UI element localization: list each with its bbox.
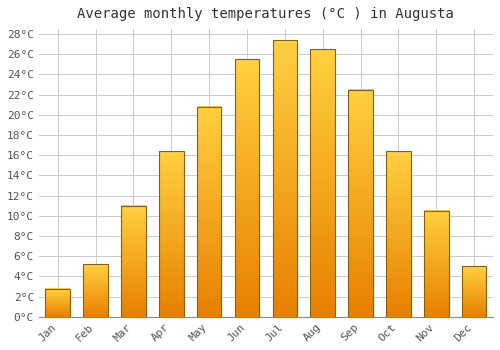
Bar <box>272 40 297 317</box>
Title: Average monthly temperatures (°C ) in Augusta: Average monthly temperatures (°C ) in Au… <box>78 7 454 21</box>
Bar <box>121 206 146 317</box>
Bar <box>159 151 184 317</box>
Bar <box>386 151 410 317</box>
Bar <box>462 266 486 317</box>
Bar <box>46 288 70 317</box>
Bar <box>310 49 335 317</box>
Bar <box>234 60 260 317</box>
Bar <box>424 211 448 317</box>
Bar <box>84 264 108 317</box>
Bar <box>348 90 373 317</box>
Bar <box>197 107 222 317</box>
